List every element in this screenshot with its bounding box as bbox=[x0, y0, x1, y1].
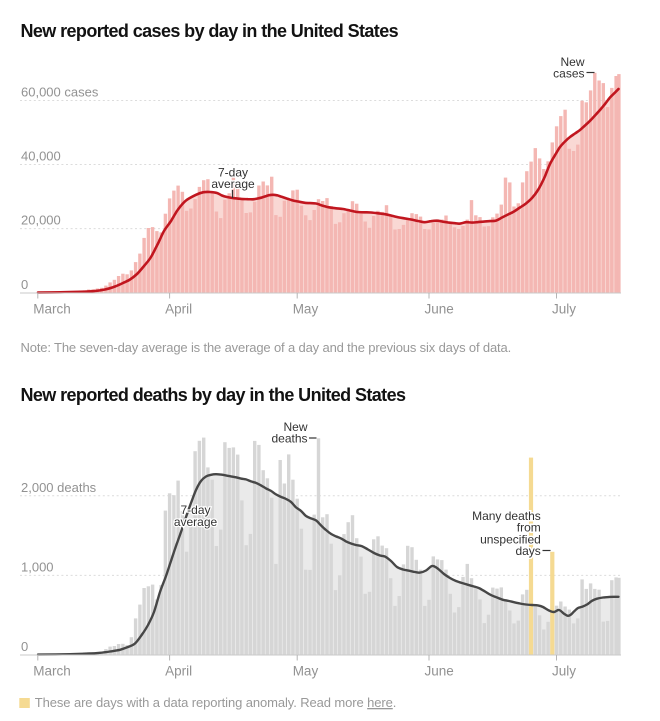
svg-text:average: average bbox=[211, 177, 255, 191]
svg-text:20,000: 20,000 bbox=[21, 213, 61, 228]
svg-text:July: July bbox=[552, 664, 576, 679]
svg-text:unspecified: unspecified bbox=[480, 532, 541, 546]
svg-text:New reported deaths by day in: New reported deaths by day in the United… bbox=[21, 385, 406, 405]
svg-text:60,000 cases: 60,000 cases bbox=[21, 85, 99, 100]
svg-text:March: March bbox=[33, 302, 71, 317]
svg-text:New reported cases by day in t: New reported cases by day in the United … bbox=[21, 21, 399, 41]
svg-text:New: New bbox=[283, 420, 307, 434]
svg-text:40,000: 40,000 bbox=[21, 149, 61, 164]
svg-text:Many deaths: Many deaths bbox=[472, 509, 541, 523]
svg-text:1,000: 1,000 bbox=[21, 559, 54, 574]
svg-text:7-day: 7-day bbox=[218, 166, 248, 180]
svg-text:April: April bbox=[165, 664, 192, 679]
svg-text:May: May bbox=[293, 664, 319, 679]
svg-text:These are days with a data rep: These are days with a data reporting ano… bbox=[35, 695, 396, 710]
svg-text:from: from bbox=[517, 521, 541, 535]
svg-text:New: New bbox=[560, 55, 584, 69]
svg-text:Note: The seven-day average is: Note: The seven-day average is the avera… bbox=[21, 340, 512, 355]
svg-text:7-day: 7-day bbox=[180, 503, 210, 517]
svg-text:0: 0 bbox=[21, 277, 28, 292]
svg-text:June: June bbox=[425, 664, 454, 679]
svg-text:June: June bbox=[425, 302, 454, 317]
svg-text:deaths: deaths bbox=[271, 432, 307, 446]
svg-text:April: April bbox=[165, 302, 192, 317]
svg-text:2,000 deaths: 2,000 deaths bbox=[21, 480, 97, 495]
svg-text:0: 0 bbox=[21, 639, 28, 654]
svg-text:March: March bbox=[33, 664, 71, 679]
svg-text:May: May bbox=[293, 302, 319, 317]
svg-text:cases: cases bbox=[553, 66, 584, 80]
svg-text:average: average bbox=[174, 515, 218, 529]
svg-text:July: July bbox=[552, 302, 576, 317]
svg-text:days: days bbox=[515, 544, 540, 558]
